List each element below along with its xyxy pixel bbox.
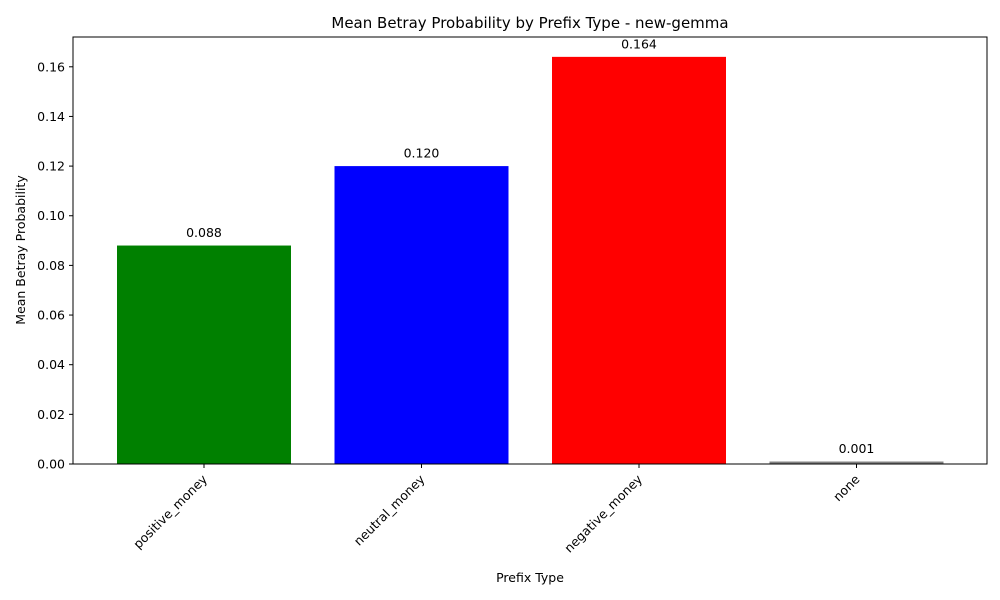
bar-neutral-money <box>334 166 509 464</box>
x-tick-label: none <box>830 471 863 504</box>
bar-none <box>769 461 944 464</box>
x-axis: positive_money neutral_money negative_mone… <box>130 464 863 555</box>
y-tick-label: 0.06 <box>37 308 65 323</box>
bars-group <box>117 56 944 464</box>
y-tick-label: 0.08 <box>37 258 65 273</box>
data-label-neutral-money: 0.120 <box>404 146 440 161</box>
x-tick-label: negative_money <box>561 471 645 555</box>
bar-positive-money <box>117 245 291 464</box>
data-labels-group: 0.088 0.120 0.164 0.001 <box>186 36 874 456</box>
y-tick-label: 0.12 <box>37 159 65 174</box>
y-axis: 0.00 0.02 0.04 0.06 0.08 0.10 0.12 0.14 0.16 <box>37 59 73 472</box>
plot-frame <box>72 36 988 465</box>
x-tick-label: neutral_money <box>351 471 428 548</box>
y-tick-label: 0.10 <box>37 208 65 223</box>
x-axis-label: Prefix Type <box>496 570 564 585</box>
y-tick-label: 0.14 <box>37 109 65 124</box>
x-tick-label: positive_money <box>130 471 210 551</box>
data-label-negative-money: 0.164 <box>621 36 657 51</box>
chart-title: Mean Betray Probability by Prefix Type -… <box>331 14 728 32</box>
y-tick-label: 0.04 <box>37 357 65 372</box>
data-label-none: 0.001 <box>839 441 875 456</box>
y-axis-label: Mean Betray Probability <box>13 175 28 325</box>
data-label-positive-money: 0.088 <box>186 225 222 240</box>
y-tick-label: 0.00 <box>37 457 65 472</box>
bar-negative-money <box>552 56 726 464</box>
y-tick-label: 0.02 <box>37 407 65 422</box>
y-tick-label: 0.16 <box>37 59 65 74</box>
